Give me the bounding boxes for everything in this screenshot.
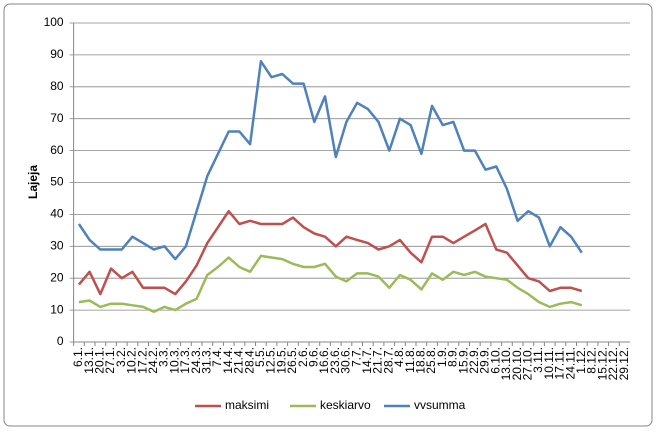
y-tick-label: 90 <box>50 47 64 61</box>
x-tick-label: 28.4. <box>242 347 256 374</box>
x-tick-label: 1.12. <box>574 347 588 374</box>
x-tick-label: 21.4. <box>232 347 246 374</box>
series-line <box>77 60 583 261</box>
x-tick-label: 10.2. <box>125 347 139 374</box>
x-tick-label: 22.9. <box>467 347 481 374</box>
x-tick-label: 3.2. <box>114 347 128 367</box>
x-tick-label: 19.5. <box>274 347 288 374</box>
legend-label: maksimi <box>225 398 269 412</box>
y-tick-label: 80 <box>50 79 64 93</box>
x-tick-label: 29.9. <box>478 347 492 374</box>
x-tick-label: 12.5. <box>264 347 278 374</box>
y-tick-label: 20 <box>50 270 64 284</box>
chart-border <box>3 3 653 427</box>
series-line <box>77 209 583 296</box>
x-tick-label: 2.6. <box>296 347 310 367</box>
x-tick-label: 13.10. <box>499 347 513 380</box>
x-tick-label: 17.3. <box>178 347 192 374</box>
y-tick-label: 0 <box>57 334 64 348</box>
x-tick-label: 6.1. <box>71 347 85 367</box>
x-tick-label: 14.7. <box>360 347 374 374</box>
x-tick-label: 28.7. <box>381 347 395 374</box>
x-tick-label: 8.9. <box>446 347 460 367</box>
x-tick-label: 23.6. <box>328 347 342 374</box>
x-tick-label: 27.10. <box>521 347 535 380</box>
x-tick-label: 11.8. <box>403 347 417 373</box>
x-tick-label: 1.9. <box>435 347 449 367</box>
x-tick-label: 20.1. <box>93 347 107 374</box>
x-tick-label: 30.6. <box>339 347 353 374</box>
x-tick-label: 25.8. <box>424 347 438 374</box>
legend-label: keskiarvo <box>320 398 371 412</box>
x-tick-label: 4.8. <box>392 347 406 367</box>
x-tick-label: 8.12. <box>585 347 599 374</box>
y-tick-label: 100 <box>44 15 64 29</box>
x-tick-label: 20.10. <box>510 347 524 380</box>
x-tick-label: 14.4. <box>221 347 235 374</box>
y-tick-label: 40 <box>50 207 64 221</box>
y-tick-label: 50 <box>50 175 64 189</box>
x-tick-label: 3.3. <box>157 347 171 367</box>
y-tick-label: 30 <box>50 238 64 252</box>
series-line <box>78 254 583 313</box>
x-tick-label: 24.2. <box>146 347 160 374</box>
x-tick-label: 21.7. <box>371 347 385 374</box>
x-tick-label: 7.7. <box>349 347 363 367</box>
x-tick-label: 24.3. <box>189 347 203 374</box>
legend-label: vvsumma <box>414 398 466 412</box>
x-tick-label: 15.12. <box>595 347 609 380</box>
x-tick-label: 6.10. <box>488 347 502 374</box>
x-tick-label: 29.12. <box>617 347 631 380</box>
x-tick-label: 9.6. <box>307 347 321 367</box>
x-tick-label: 27.1. <box>103 347 117 374</box>
x-tick-label: 3.11. <box>531 347 545 373</box>
x-tick-label: 13.1. <box>82 347 96 374</box>
x-tick-label: 26.5. <box>285 347 299 374</box>
y-tick-label: 60 <box>50 143 64 157</box>
x-tick-label: 24.11. <box>563 347 577 379</box>
x-tick-label: 16.6. <box>317 347 331 374</box>
x-tick-label: 7.4. <box>210 347 224 367</box>
x-tick-label: 17.11. <box>553 347 567 379</box>
x-tick-label: 17.2. <box>135 347 149 374</box>
x-tick-label: 10.3. <box>167 347 181 374</box>
x-tick-label: 18.8. <box>414 347 428 374</box>
x-tick-label: 15.9. <box>456 347 470 374</box>
x-tick-label: 10.11. <box>542 347 556 379</box>
y-tick-label: 10 <box>50 302 64 316</box>
x-tick-label: 22.12. <box>606 347 620 380</box>
y-axis-label: Lajeja <box>26 165 40 199</box>
x-tick-label: 31.3. <box>200 347 214 374</box>
y-tick-label: 70 <box>50 111 64 125</box>
x-tick-label: 5.5. <box>253 347 267 367</box>
